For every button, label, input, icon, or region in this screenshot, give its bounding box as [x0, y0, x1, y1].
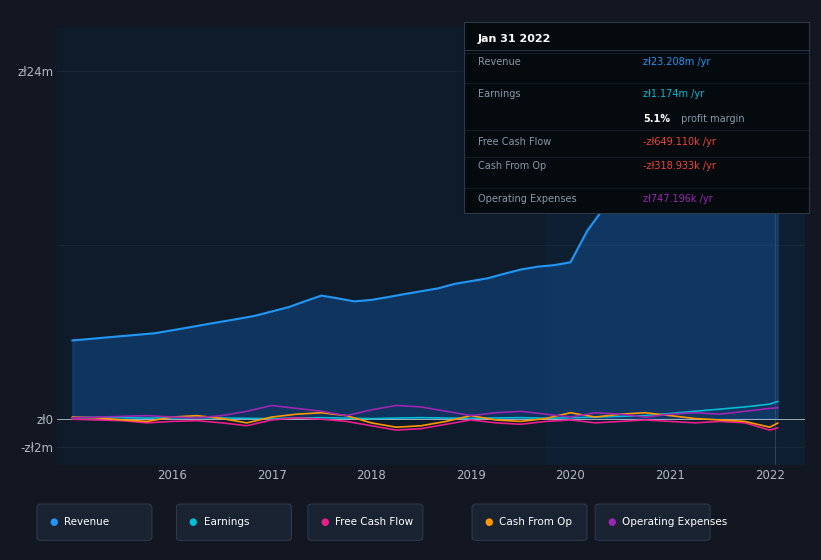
Text: 5.1%: 5.1%	[643, 114, 670, 124]
Text: Operating Expenses: Operating Expenses	[622, 517, 727, 527]
Text: Revenue: Revenue	[478, 57, 521, 67]
Text: ●: ●	[49, 517, 57, 527]
Text: Cash From Op: Cash From Op	[499, 517, 572, 527]
Text: ●: ●	[189, 517, 197, 527]
Text: Free Cash Flow: Free Cash Flow	[478, 137, 551, 147]
Text: Earnings: Earnings	[478, 89, 521, 99]
Text: -zł318.933k /yr: -zł318.933k /yr	[643, 161, 716, 171]
Text: Revenue: Revenue	[64, 517, 109, 527]
Text: ●: ●	[320, 517, 328, 527]
Text: Jan 31 2022: Jan 31 2022	[478, 34, 551, 44]
Text: Free Cash Flow: Free Cash Flow	[335, 517, 413, 527]
Text: Cash From Op: Cash From Op	[478, 161, 546, 171]
Text: profit margin: profit margin	[677, 114, 745, 124]
Text: zł1.174m /yr: zł1.174m /yr	[643, 89, 704, 99]
Text: -zł649.110k /yr: -zł649.110k /yr	[643, 137, 716, 147]
Text: ●: ●	[608, 517, 616, 527]
Text: zł23.208m /yr: zł23.208m /yr	[643, 57, 710, 67]
Text: Earnings: Earnings	[204, 517, 249, 527]
Bar	[546, 28, 805, 465]
Text: zł747.196k /yr: zł747.196k /yr	[643, 194, 713, 204]
Text: Operating Expenses: Operating Expenses	[478, 194, 576, 204]
Text: ●: ●	[484, 517, 493, 527]
